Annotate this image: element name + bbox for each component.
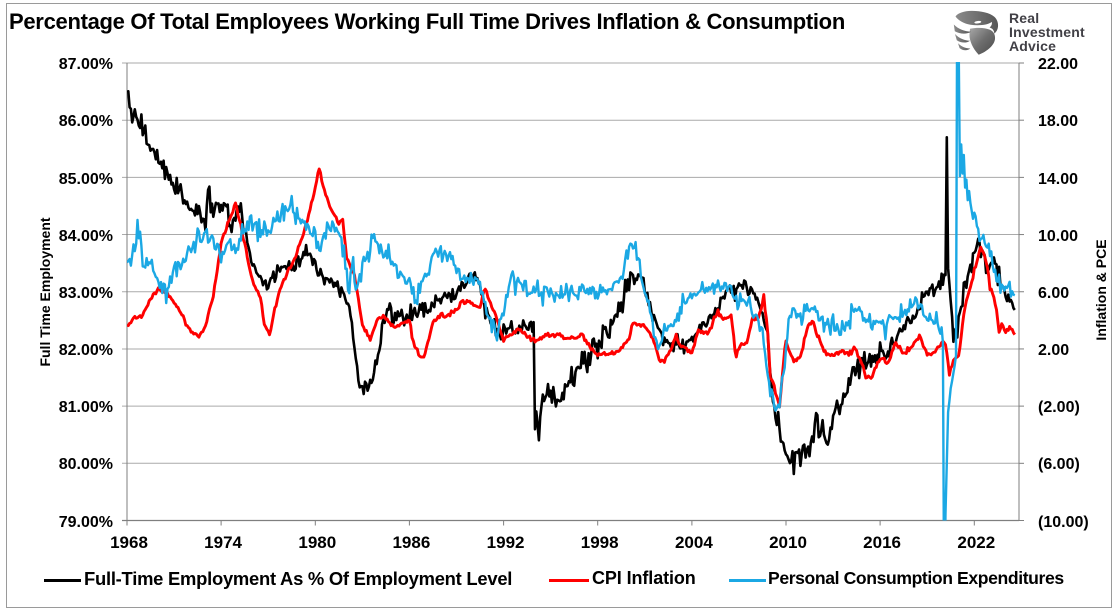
svg-text:Full Time Employment: Full Time Employment — [37, 217, 53, 366]
svg-text:Inflation & PCE: Inflation & PCE — [1093, 239, 1109, 340]
